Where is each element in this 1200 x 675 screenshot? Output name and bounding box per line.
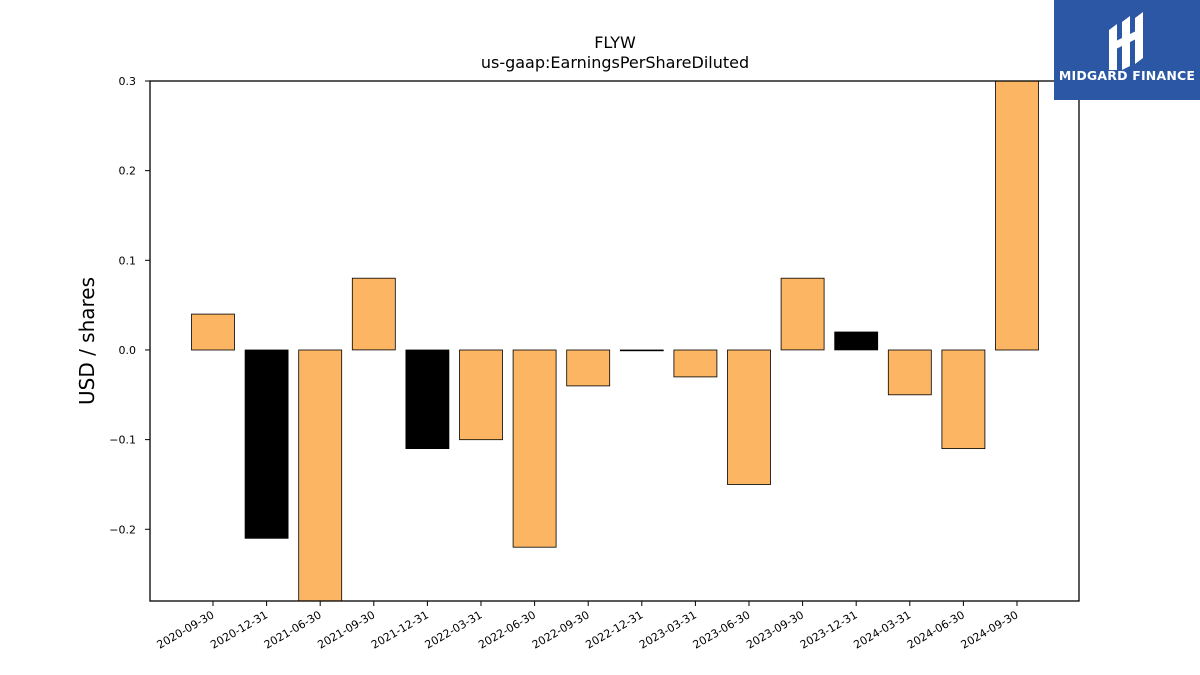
x-tick-label: 2022-09-30 [530,608,592,651]
midgard-logo-icon [1109,12,1143,70]
bar-2020-12-31 [244,349,289,539]
plot-area [191,81,1039,601]
x-tick-label: 2023-09-30 [744,608,806,651]
bar-2023-03-31 [673,349,718,378]
x-tick-label: 2023-03-31 [637,608,699,651]
bar-2023-09-30 [780,277,825,351]
x-tick-label: 2024-06-30 [905,608,967,651]
x-tick-label: 2021-06-30 [262,608,324,651]
bar-2023-12-31 [834,331,879,351]
bar-2024-06-30 [941,349,986,449]
y-tick-label: −0.2 [109,523,136,536]
midgard-finance-logo: MIDGARD FINANCE [1054,0,1200,100]
y-tick-label: 0.3 [119,75,137,88]
x-tick-label: 2023-12-31 [798,608,860,651]
y-axis-label: USD / shares [75,277,99,405]
y-tick-label: 0.1 [119,254,137,267]
y-tick-label: 0.0 [119,344,137,357]
bar-2021-09-30 [351,277,396,351]
x-tick-label: 2020-09-30 [155,608,217,651]
bar-2022-09-30 [566,349,611,387]
bar-2022-03-31 [459,349,503,441]
bar-2024-03-31 [887,349,932,396]
bar-2020-09-30 [191,313,235,351]
x-tick-label: 2024-03-31 [851,608,913,651]
y-tick-label: 0.2 [119,165,137,178]
bar-2023-06-30 [727,349,771,485]
bar-2022-12-31 [619,349,664,352]
x-tick-label: 2024-09-30 [959,608,1021,651]
x-tick-label: 2021-12-31 [369,608,431,651]
x-tick-label: 2020-12-31 [208,608,270,651]
x-tick-label: 2022-12-31 [583,608,645,651]
bar-2021-12-31 [405,349,450,449]
y-axis: −0.2 −0.1 0.0 0.1 0.2 0.3 [109,75,150,536]
chart-subtitle: us-gaap:EarningsPerShareDiluted [481,53,749,72]
bar-2022-06-30 [512,349,557,548]
bar-2024-09-30 [995,81,1039,351]
x-tick-label: 2022-03-31 [423,608,485,651]
x-tick-label: 2022-06-30 [476,608,538,651]
chart-title: FLYW [594,33,636,52]
logo-text: MIDGARD FINANCE [1058,68,1196,83]
x-tick-label: 2023-06-30 [691,608,753,651]
y-tick-label: −0.1 [109,434,136,447]
x-tick-label: 2021-09-30 [315,608,377,651]
bar-2021-06-30 [298,349,343,601]
plot-frame [149,80,1080,602]
x-axis: 2020-09-302020-12-312021-06-302021-09-30… [155,601,1021,652]
